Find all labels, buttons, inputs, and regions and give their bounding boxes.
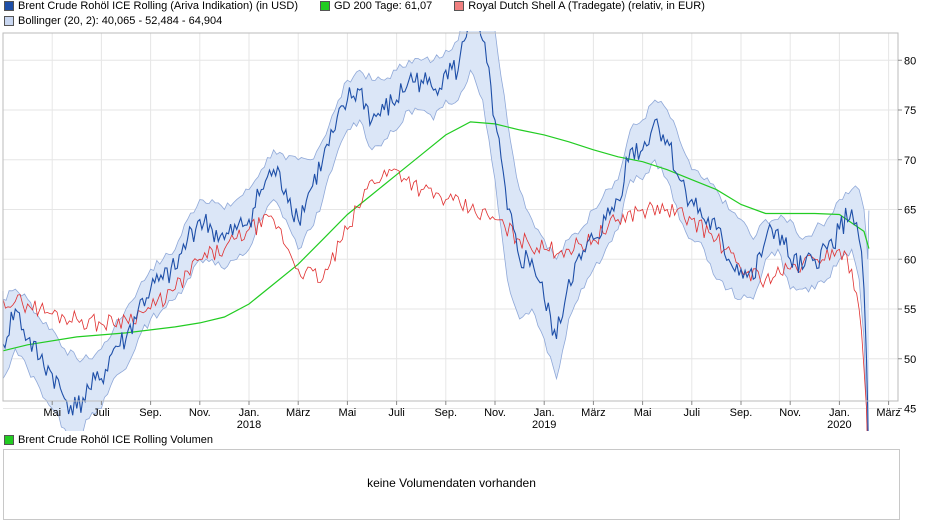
x-year-label: 2020	[827, 419, 851, 431]
legend-item-volume[interactable]: Brent Crude Rohöl ICE Rolling Volumen	[4, 434, 213, 446]
y-tick-label: 45	[904, 404, 916, 416]
gd200-swatch-icon	[320, 1, 330, 11]
legend-item-gd200[interactable]: GD 200 Tage: 61,07	[320, 0, 432, 12]
x-tick-label: Jan.	[239, 407, 260, 419]
y-tick-label: 50	[904, 354, 916, 366]
legend-row-volume: Brent Crude Rohöl ICE Rolling Volumen	[4, 434, 235, 446]
x-tick-label: Nov.	[189, 407, 211, 419]
legend-row-1: Brent Crude Rohöl ICE Rolling (Ariva Ind…	[4, 0, 727, 12]
bollinger-upper-line	[2, 31, 870, 363]
x-tick-label: Juli	[93, 407, 110, 419]
x-tick-label: März	[876, 407, 900, 419]
x-tick-label: Sep.	[730, 407, 753, 419]
x-tick-label: Nov.	[779, 407, 801, 419]
price-chart[interactable]: 3540455055606570758085 MaiJuliSep.Nov.Ja…	[0, 31, 940, 431]
x-tick-label: Mai	[43, 407, 61, 419]
x-tick-label: Mai	[634, 407, 652, 419]
legend-item-bollinger[interactable]: Bollinger (20, 2): 40,065 - 52,484 - 64,…	[4, 15, 222, 27]
series-line-gd200	[2, 121, 870, 352]
y-axis: 3540455055606570758085	[898, 55, 916, 416]
legend-shell-label: Royal Dutch Shell A (Tradegate) (relativ…	[468, 0, 705, 12]
y-tick-label: 75	[904, 105, 916, 117]
legend-gd200-label: GD 200 Tage: 61,07	[334, 0, 433, 12]
x-tick-label: Mai	[339, 407, 357, 419]
brent-swatch-icon	[4, 1, 14, 11]
series-line-brent	[2, 31, 869, 431]
y-tick-label: 70	[904, 155, 916, 167]
legend-row-2: Bollinger (20, 2): 40,065 - 52,484 - 64,…	[4, 15, 244, 27]
y-tick-label: 80	[904, 55, 916, 67]
x-tick-label: Nov.	[484, 407, 506, 419]
x-tick-label: Sep.	[139, 407, 162, 419]
volume-swatch-icon	[4, 435, 14, 445]
plot-frame	[2, 32, 899, 402]
x-tick-label: Jan.	[829, 407, 850, 419]
x-year-label: 2018	[237, 419, 261, 431]
shell-swatch-icon	[454, 1, 465, 11]
series-line-shell	[2, 168, 868, 431]
x-tick-label: März	[286, 407, 310, 419]
x-tick-label: März	[581, 407, 605, 419]
x-tick-label: Juli	[388, 407, 405, 419]
bollinger-lower-line	[2, 69, 868, 431]
volume-empty-message: keine Volumendaten vorhanden	[367, 476, 536, 490]
volume-panel: keine Volumendaten vorhanden	[3, 449, 900, 520]
y-tick-label: 60	[904, 254, 916, 266]
legend-item-shell[interactable]: Royal Dutch Shell A (Tradegate) (relativ…	[454, 0, 705, 12]
y-tick-label: 65	[904, 205, 916, 217]
x-year-label: 2019	[532, 419, 556, 431]
legend-bollinger-label: Bollinger (20, 2): 40,065 - 52,484 - 64,…	[18, 15, 223, 27]
x-tick-label: Juli	[684, 407, 701, 419]
bollinger-swatch-icon	[4, 16, 14, 26]
x-tick-label: Jan.	[534, 407, 555, 419]
legend-brent-label: Brent Crude Rohöl ICE Rolling (Ariva Ind…	[18, 0, 298, 12]
legend-volume-label: Brent Crude Rohöl ICE Rolling Volumen	[18, 434, 214, 446]
bollinger-band-fill	[3, 31, 869, 431]
x-tick-label: Sep.	[434, 407, 457, 419]
legend-item-brent[interactable]: Brent Crude Rohöl ICE Rolling (Ariva Ind…	[4, 0, 298, 12]
y-tick-label: 55	[904, 304, 916, 316]
